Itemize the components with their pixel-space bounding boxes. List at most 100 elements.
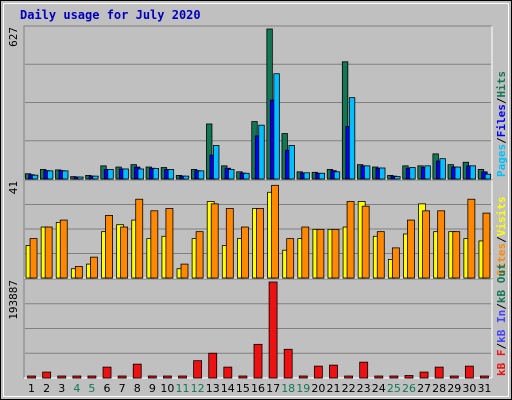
x-tick-label: 29 bbox=[447, 382, 461, 395]
bar-pages-day-1 bbox=[31, 174, 39, 180]
bar-pages-day-27 bbox=[424, 165, 431, 180]
bar-pages-day-3 bbox=[62, 170, 69, 180]
bar-sites-day-18 bbox=[286, 238, 295, 279]
bar-kb-f-day-1 bbox=[27, 375, 36, 379]
bar-sites-day-25 bbox=[391, 247, 400, 279]
bar-pages-day-15 bbox=[243, 172, 250, 180]
bar-sites-day-8 bbox=[135, 198, 144, 279]
legend-entry: / bbox=[495, 97, 508, 104]
bar-pages-day-11 bbox=[182, 175, 190, 180]
bar-kb-f-day-22 bbox=[344, 375, 353, 379]
bar-sites-day-3 bbox=[59, 219, 68, 279]
bar-kb-f-day-18 bbox=[283, 348, 293, 379]
x-tick-label: 11 bbox=[176, 382, 190, 395]
bar-sites-day-1 bbox=[29, 238, 38, 279]
bar-kb-f-day-30 bbox=[464, 365, 474, 379]
x-tick-label: 1 bbox=[28, 382, 35, 395]
bar-pages-day-20 bbox=[318, 172, 326, 180]
bar-sites-day-6 bbox=[105, 215, 113, 279]
x-axis-labels: 1 2 3 4 5 6 7 8 9 10 11 12 13 14 15 16 17 18 19 20 21 22 23 24 2… bbox=[28, 382, 491, 395]
bar-kb-f-day-31 bbox=[480, 375, 489, 379]
x-tick-label: 24 bbox=[372, 382, 386, 395]
bar-sites-day-16 bbox=[256, 208, 264, 279]
bar-pages-day-28 bbox=[439, 158, 446, 180]
bar-pages-day-10 bbox=[167, 169, 175, 180]
bar-pages-day-23 bbox=[364, 165, 371, 180]
bar-pages-day-14 bbox=[228, 169, 235, 180]
bar-sites-day-11 bbox=[180, 263, 189, 279]
bar-pages-day-16 bbox=[258, 124, 265, 180]
x-tick-label: 16 bbox=[251, 382, 265, 395]
x-tick-label: 28 bbox=[432, 382, 446, 395]
x-tick-label: 5 bbox=[88, 382, 95, 395]
bar-pages-day-2 bbox=[46, 170, 54, 180]
x-tick-label: 14 bbox=[221, 382, 235, 395]
bar-pages-day-29 bbox=[454, 166, 461, 180]
x-tick-label: 23 bbox=[357, 382, 371, 395]
panel-2: 41 Sites/Visits bbox=[7, 179, 508, 279]
x-tick-label: 25 bbox=[387, 382, 401, 395]
bar-kb-f-day-5 bbox=[87, 375, 97, 379]
bar-kb-f-day-16 bbox=[253, 343, 263, 379]
legend-entry: / bbox=[495, 236, 508, 243]
bar-sites-day-29 bbox=[452, 231, 461, 279]
bar-kb-f-day-10 bbox=[163, 375, 172, 379]
legend-entry: Files bbox=[495, 104, 508, 137]
x-tick-label: 18 bbox=[281, 382, 295, 395]
bar-kb-f-day-8 bbox=[132, 363, 142, 379]
bar-kb-f-day-13 bbox=[208, 352, 218, 379]
bar-kb-f-day-11 bbox=[178, 375, 187, 379]
x-tick-label: 19 bbox=[296, 382, 310, 395]
legend-entry: kB Out bbox=[495, 263, 508, 303]
x-tick-label: 15 bbox=[236, 382, 250, 395]
bar-sites-day-5 bbox=[90, 256, 98, 279]
legend-entry: kB F bbox=[495, 350, 508, 377]
x-tick-label: 6 bbox=[104, 382, 111, 395]
bar-hits-day-22 bbox=[341, 61, 349, 180]
bar-sites-day-13 bbox=[210, 203, 219, 279]
bar-kb-f-day-9 bbox=[147, 375, 157, 379]
bar-sites-day-22 bbox=[346, 201, 355, 279]
bar-pages-day-24 bbox=[379, 167, 386, 180]
bar-pages-day-17 bbox=[273, 73, 280, 180]
bar-sites-day-24 bbox=[376, 231, 385, 279]
bar-pages-day-26 bbox=[409, 167, 416, 180]
chart-panels: 627Pages/Files/Hits41Sites/Visits193887k… bbox=[7, 25, 508, 379]
legend-entry: Pages bbox=[495, 144, 508, 177]
bar-hits-day-13 bbox=[206, 123, 213, 180]
x-tick-label: 2 bbox=[43, 382, 50, 395]
legend-entry: Hits bbox=[495, 71, 508, 98]
bar-sites-day-4 bbox=[74, 266, 83, 279]
bar-kb-f-day-19 bbox=[298, 375, 308, 379]
legend-entry: / bbox=[495, 137, 508, 144]
panel-legend: kB F/kB In/kB Out bbox=[495, 263, 508, 376]
x-tick-label: 22 bbox=[342, 382, 356, 395]
bar-pages-day-31 bbox=[484, 173, 492, 180]
bar-sites-day-2 bbox=[44, 226, 53, 279]
bar-kb-f-day-17 bbox=[268, 281, 278, 379]
x-tick-label: 17 bbox=[266, 382, 280, 395]
panel-max-label: 193887 bbox=[7, 280, 20, 320]
bar-sites-day-23 bbox=[361, 205, 370, 279]
bar-sites-day-10 bbox=[165, 208, 174, 279]
bar-kb-f-day-6 bbox=[102, 366, 112, 379]
chart-frame-inner bbox=[3, 3, 509, 397]
bar-sites-day-30 bbox=[467, 198, 476, 279]
bar-pages-day-18 bbox=[288, 145, 295, 180]
bar-kb-f-day-20 bbox=[313, 365, 323, 379]
bar-sites-day-21 bbox=[331, 228, 340, 279]
bar-pages-day-21 bbox=[333, 171, 341, 180]
bar-kb-f-day-21 bbox=[329, 364, 338, 379]
panel-max-label: 627 bbox=[7, 27, 20, 47]
bar-kb-f-day-27 bbox=[419, 371, 429, 379]
bar-sites-day-27 bbox=[422, 210, 430, 279]
bar-pages-day-7 bbox=[122, 168, 129, 180]
bar-kb-f-day-7 bbox=[117, 375, 127, 379]
bar-sites-day-28 bbox=[437, 210, 446, 279]
legend-entry: / bbox=[495, 343, 508, 350]
bar-sites-day-15 bbox=[241, 226, 249, 279]
bar-sites-day-20 bbox=[316, 228, 325, 279]
